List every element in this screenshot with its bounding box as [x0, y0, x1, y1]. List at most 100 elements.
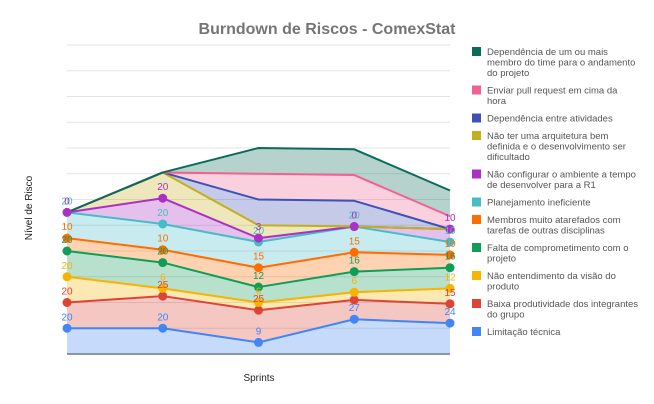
data-point — [254, 298, 263, 307]
data-label: 0 — [64, 196, 70, 207]
data-label: 6 — [160, 272, 166, 283]
x-axis-title: Sprints — [243, 373, 274, 384]
data-point — [254, 263, 263, 273]
data-points — [62, 193, 455, 347]
legend-label: Dependência entre atividades — [487, 114, 613, 125]
legend-label: Enviar pull request em cima da hora — [487, 86, 618, 108]
area-7 — [67, 198, 450, 242]
data-label: 10 — [444, 239, 456, 250]
data-label: 10 — [444, 226, 456, 237]
legend-label: Falta de comprometimento com o projeto — [487, 243, 629, 265]
data-point — [349, 295, 359, 305]
data-point — [445, 224, 455, 234]
data-label: 25 — [157, 280, 169, 291]
data-point — [349, 287, 359, 297]
legend-swatch — [472, 327, 481, 336]
data-point — [158, 245, 168, 255]
data-point — [445, 318, 455, 328]
data-point — [349, 314, 359, 324]
data-point — [158, 323, 168, 333]
y-axis-title: Nível de Risco — [24, 175, 35, 240]
legend-swatch — [472, 271, 481, 280]
legend: Dependência de um ou mais membro do time … — [472, 47, 638, 338]
chart-title: Burndown de Riscos - ComexStat — [199, 21, 457, 38]
data-point — [349, 267, 359, 277]
data-point — [445, 250, 455, 260]
data-point — [445, 263, 455, 273]
data-point — [445, 283, 455, 293]
data-label: 10 — [157, 234, 169, 245]
data-point — [254, 233, 263, 243]
data-point — [254, 282, 263, 292]
legend-label: Não configurar o ambiente a tempo de dese… — [487, 170, 636, 192]
legend-label: Baixa produtividade dos integrantes do gr… — [487, 299, 638, 321]
data-label: 9 — [256, 326, 262, 337]
data-label: 6 — [256, 287, 262, 298]
data-point — [158, 283, 168, 293]
data-label: 20 — [157, 312, 169, 323]
data-label: 12 — [253, 271, 265, 282]
data-label: 20 — [61, 287, 73, 298]
data-point — [158, 258, 168, 268]
data-label: 0 — [351, 211, 357, 222]
data-label: 20 — [61, 312, 73, 323]
legend-swatch — [472, 113, 481, 123]
data-labels: 20 20 9 27 24 20 25 25 15 20 6 6 6 12 20 20 12 16 16 10 10 15… — [61, 182, 456, 337]
data-label: 15 — [444, 288, 456, 299]
series-line-11 — [66, 147, 451, 214]
data-point — [445, 299, 455, 309]
data-label: 12 — [444, 272, 456, 283]
area-8 — [67, 172, 450, 239]
data-point — [349, 222, 359, 232]
data-point — [158, 291, 168, 301]
legend-swatch — [472, 85, 481, 95]
legend-swatch — [472, 197, 481, 207]
legend-label: Não entendimento da visão do produto — [487, 271, 616, 293]
data-label: 20 — [61, 196, 73, 207]
data-label: 20 — [157, 182, 169, 193]
legend-swatch — [472, 299, 481, 308]
data-label: 10 — [61, 222, 73, 233]
legend-label: Dependência de um ou mais membro do time … — [487, 47, 635, 79]
data-label: 20 — [61, 261, 73, 272]
data-label: 16 — [349, 256, 361, 267]
legend-swatch — [472, 47, 481, 56]
data-point — [158, 219, 168, 229]
data-label: 6 — [351, 276, 357, 287]
data-label: 15 — [349, 236, 361, 247]
data-label: 20 — [253, 226, 265, 237]
area-9 — [67, 172, 450, 230]
area-10 — [67, 172, 450, 230]
data-label: 25 — [253, 294, 265, 305]
data-label: 20 — [349, 211, 361, 222]
data-point — [445, 237, 455, 247]
data-label: 24 — [444, 307, 456, 318]
legend-label: Não ter uma arquitetura bem definida e o … — [487, 131, 626, 163]
data-label: 20 — [157, 208, 169, 219]
data-point — [62, 272, 72, 282]
data-point — [62, 246, 72, 256]
data-point — [158, 193, 168, 203]
legend-label: Limitação técnica — [487, 327, 561, 338]
legend-swatch — [472, 215, 481, 224]
data-point — [254, 305, 263, 315]
legend-swatch — [472, 131, 481, 140]
data-label: 27 — [349, 303, 361, 314]
data-point — [62, 233, 72, 243]
legend-label: Membros muito atarefados com tarefas de o… — [487, 215, 621, 237]
data-point — [62, 323, 72, 333]
data-label: 16 — [444, 252, 456, 263]
data-label: 20 — [61, 235, 73, 246]
data-label: 10 — [444, 213, 456, 224]
area-1 — [67, 319, 450, 354]
data-point — [62, 298, 72, 307]
data-point — [254, 337, 263, 347]
legend-swatch — [472, 243, 481, 252]
legend-swatch — [472, 169, 481, 179]
legend-label: Planejamento ineficiente — [487, 198, 591, 209]
data-point — [62, 207, 72, 217]
data-label: 15 — [253, 252, 265, 263]
data-label: 3 — [256, 222, 262, 233]
area-2 — [67, 296, 450, 343]
